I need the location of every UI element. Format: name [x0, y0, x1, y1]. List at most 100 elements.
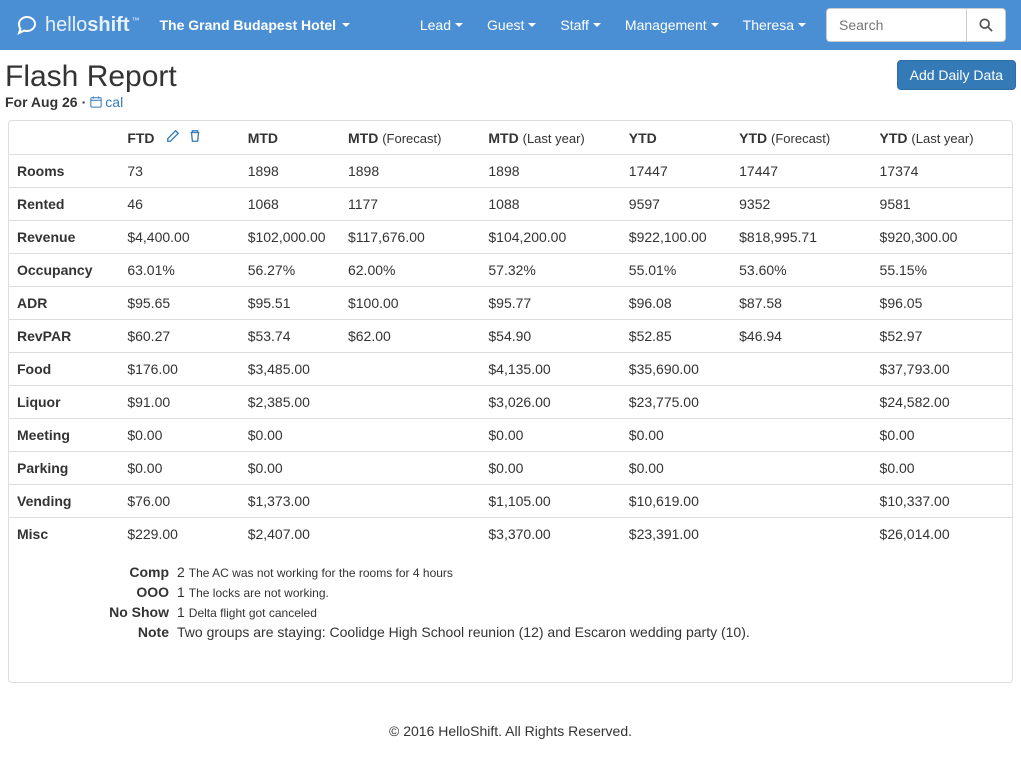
- cell-ytd_fc: [731, 386, 871, 419]
- report-panel: FTD MTD MTD (Forecast) MTD (Last year) Y…: [8, 120, 1013, 683]
- chevron-down-icon: [528, 23, 536, 27]
- trash-icon[interactable]: [188, 129, 202, 146]
- cell-label: Rented: [9, 188, 119, 221]
- cell-mtd_fc: $62.00: [340, 320, 480, 353]
- edit-icon[interactable]: [166, 129, 180, 146]
- cell-ytd: 17447: [621, 155, 731, 188]
- cell-ytd_ly: $37,793.00: [872, 353, 1012, 386]
- cell-label: ADR: [9, 287, 119, 320]
- cell-mtd_ly: $1,105.00: [480, 485, 620, 518]
- cell-mtd_ly: $3,026.00: [480, 386, 620, 419]
- cell-mtd_ly: $104,200.00: [480, 221, 620, 254]
- cell-ytd_ly: $52.97: [872, 320, 1012, 353]
- table-row: Misc$229.00$2,407.00$3,370.00$23,391.00$…: [9, 518, 1012, 551]
- cell-label: Rooms: [9, 155, 119, 188]
- cell-ftd: $60.27: [119, 320, 239, 353]
- cell-ftd: $95.65: [119, 287, 239, 320]
- cell-mtd: $3,485.00: [240, 353, 340, 386]
- cell-ytd_fc: $46.94: [731, 320, 871, 353]
- cell-ytd_fc: 53.60%: [731, 254, 871, 287]
- cell-mtd_ly: $3,370.00: [480, 518, 620, 551]
- notes-noshow: No Show 1Delta flight got canceled: [29, 602, 1012, 622]
- cell-ytd_ly: 17374: [872, 155, 1012, 188]
- cell-ytd: $0.00: [621, 452, 731, 485]
- cell-ytd: 9597: [621, 188, 731, 221]
- nav-lead[interactable]: Lead: [420, 17, 463, 33]
- cell-ytd_fc: 9352: [731, 188, 871, 221]
- col-ytd: YTD: [621, 121, 731, 155]
- cell-ftd: $4,400.00: [119, 221, 239, 254]
- cell-mtd_fc: [340, 353, 480, 386]
- cell-mtd: 1068: [240, 188, 340, 221]
- add-daily-data-button[interactable]: Add Daily Data: [897, 60, 1016, 90]
- cell-ytd_ly: $0.00: [872, 452, 1012, 485]
- nav-management[interactable]: Management: [625, 17, 719, 33]
- cell-mtd: $0.00: [240, 419, 340, 452]
- cell-mtd: $102,000.00: [240, 221, 340, 254]
- cell-mtd: $0.00: [240, 452, 340, 485]
- cell-mtd_fc: [340, 518, 480, 551]
- cell-mtd: 56.27%: [240, 254, 340, 287]
- brand-logo[interactable]: helloshift™: [15, 13, 139, 37]
- cell-mtd: $2,407.00: [240, 518, 340, 551]
- nav-staff[interactable]: Staff: [560, 17, 601, 33]
- cell-ytd_fc: [731, 485, 871, 518]
- cell-ftd: $91.00: [119, 386, 239, 419]
- table-row: Rooms73189818981898174471744717374: [9, 155, 1012, 188]
- cell-ytd: $52.85: [621, 320, 731, 353]
- table-row: Parking$0.00$0.00$0.00$0.00$0.00: [9, 452, 1012, 485]
- cell-ytd_ly: $96.05: [872, 287, 1012, 320]
- cell-mtd_ly: $0.00: [480, 419, 620, 452]
- search: [826, 8, 1006, 42]
- cell-mtd_ly: $0.00: [480, 452, 620, 485]
- cell-ytd_ly: $24,582.00: [872, 386, 1012, 419]
- cell-mtd: 1898: [240, 155, 340, 188]
- table-row: Liquor$91.00$2,385.00$3,026.00$23,775.00…: [9, 386, 1012, 419]
- cell-ytd_ly: $0.00: [872, 419, 1012, 452]
- nav-guest[interactable]: Guest: [487, 17, 536, 33]
- search-button[interactable]: [966, 8, 1006, 42]
- cell-label: Occupancy: [9, 254, 119, 287]
- cell-ytd_ly: 55.15%: [872, 254, 1012, 287]
- cell-label: Parking: [9, 452, 119, 485]
- hotel-dropdown[interactable]: The Grand Budapest Hotel: [159, 17, 350, 33]
- cell-ftd: 63.01%: [119, 254, 239, 287]
- cell-mtd_fc: 1177: [340, 188, 480, 221]
- cell-ytd_fc: $87.58: [731, 287, 871, 320]
- table-row: Food$176.00$3,485.00$4,135.00$35,690.00$…: [9, 353, 1012, 386]
- table-row: ADR$95.65$95.51$100.00$95.77$96.08$87.58…: [9, 287, 1012, 320]
- cell-ytd: $23,391.00: [621, 518, 731, 551]
- chevron-down-icon: [798, 23, 806, 27]
- page-title: Flash Report: [5, 60, 177, 94]
- cell-ytd_fc: [731, 419, 871, 452]
- table-row: Meeting$0.00$0.00$0.00$0.00$0.00: [9, 419, 1012, 452]
- hotel-name: The Grand Budapest Hotel: [159, 17, 336, 33]
- nav-user[interactable]: Theresa: [743, 17, 806, 33]
- cell-mtd_fc: $100.00: [340, 287, 480, 320]
- cell-mtd_fc: [340, 386, 480, 419]
- chevron-down-icon: [342, 23, 350, 27]
- cell-ytd_fc: [731, 518, 871, 551]
- chevron-down-icon: [593, 23, 601, 27]
- cell-label: Food: [9, 353, 119, 386]
- cell-ytd_fc: 17447: [731, 155, 871, 188]
- cell-ytd_fc: [731, 353, 871, 386]
- cell-ytd_fc: $818,995.71: [731, 221, 871, 254]
- cell-ytd_ly: $920,300.00: [872, 221, 1012, 254]
- cell-ftd: $76.00: [119, 485, 239, 518]
- for-date: For Aug 26: [5, 94, 78, 110]
- chevron-down-icon: [455, 23, 463, 27]
- cell-ytd_ly: 9581: [872, 188, 1012, 221]
- cell-ytd_fc: [731, 452, 871, 485]
- cell-ytd: $0.00: [621, 419, 731, 452]
- notes-section: Comp 2The AC was not working for the roo…: [29, 562, 1012, 642]
- cell-label: RevPAR: [9, 320, 119, 353]
- search-input[interactable]: [826, 8, 966, 42]
- cell-mtd_fc: $117,676.00: [340, 221, 480, 254]
- cell-mtd_ly: 57.32%: [480, 254, 620, 287]
- cell-label: Misc: [9, 518, 119, 551]
- calendar-link[interactable]: cal: [90, 94, 123, 110]
- date-line: For Aug 26 · cal: [5, 94, 177, 110]
- col-ftd: FTD: [119, 121, 239, 155]
- cell-label: Meeting: [9, 419, 119, 452]
